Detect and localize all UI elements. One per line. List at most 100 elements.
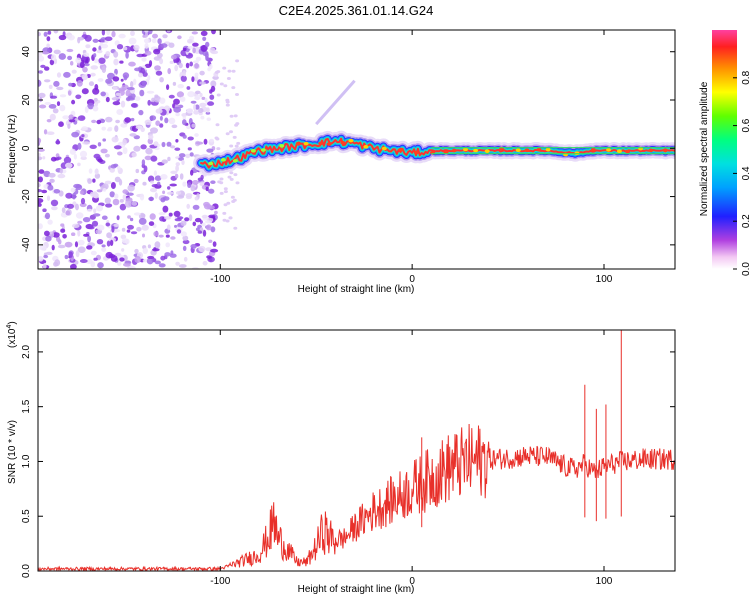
- noise-speck: [38, 189, 43, 193]
- noise-speck: [191, 123, 196, 128]
- noise-speck: [105, 96, 110, 103]
- noise-speck: [90, 250, 97, 256]
- snr-y-label: SNR (10 * v/v): [7, 420, 18, 484]
- noise-speck: [127, 184, 135, 192]
- noise-speck: [56, 101, 61, 106]
- y-tick-label: 40: [21, 46, 32, 58]
- noise-speck: [210, 226, 216, 233]
- x-tick-label: 0: [409, 274, 415, 285]
- noise-speck: [232, 135, 237, 139]
- noise-speck: [195, 94, 201, 101]
- noise-speck: [167, 156, 171, 162]
- noise-speck: [95, 229, 101, 234]
- noise-speck: [38, 183, 41, 188]
- noise-speck: [193, 104, 197, 111]
- noise-speck: [200, 115, 205, 120]
- noise-speck: [170, 250, 174, 256]
- noise-speck: [208, 188, 215, 194]
- noise-speck: [147, 175, 155, 183]
- noise-speck: [93, 153, 101, 159]
- y-tick-label: 0.0: [21, 564, 32, 578]
- noise-speck: [225, 219, 230, 223]
- ridge-hotspot: [398, 147, 404, 152]
- noise-speck: [235, 59, 240, 63]
- ridge-hotspot: [590, 148, 596, 152]
- noise-speck: [38, 152, 41, 157]
- noise-speck: [141, 213, 146, 218]
- noise-speck: [195, 56, 202, 62]
- noise-speck: [74, 241, 79, 248]
- noise-speck: [105, 222, 111, 227]
- noise-speck: [50, 199, 59, 207]
- noise-speck: [93, 208, 97, 214]
- noise-speck: [81, 88, 89, 95]
- noise-speck: [227, 175, 232, 179]
- noise-speck: [161, 159, 168, 164]
- noise-speck: [92, 87, 100, 95]
- noise-speck: [222, 211, 227, 215]
- noise-speck: [101, 215, 108, 220]
- noise-speck: [155, 108, 163, 114]
- noise-speck: [119, 60, 124, 64]
- ridge-hotspot: [515, 148, 521, 152]
- noise-speck: [39, 104, 47, 109]
- noise-speck: [117, 261, 122, 266]
- noise-speck: [206, 107, 210, 113]
- noise-speck: [123, 46, 128, 51]
- snr-spikes: [421, 330, 622, 528]
- noise-speck: [77, 115, 86, 121]
- noise-speck: [80, 156, 87, 160]
- noise-speck: [67, 90, 72, 96]
- noise-speck: [175, 261, 180, 266]
- noise-speck: [158, 234, 164, 238]
- noise-speck: [101, 126, 106, 131]
- y-tick-label: -20: [21, 189, 32, 204]
- noise-speck: [210, 180, 216, 184]
- noise-speck: [206, 148, 214, 153]
- noise-speck: [105, 78, 113, 84]
- noise-speck: [67, 55, 73, 61]
- noise-speck: [153, 170, 157, 176]
- noise-speck: [162, 205, 169, 213]
- noise-speck: [82, 66, 88, 73]
- noise-speck: [115, 92, 122, 97]
- noise-speck: [56, 138, 60, 145]
- noise-speck: [47, 184, 54, 191]
- noise-speck: [121, 238, 129, 244]
- noise-speck: [235, 181, 240, 185]
- noise-speck: [194, 63, 200, 69]
- noise-speck: [144, 30, 149, 33]
- noise-speck: [154, 260, 161, 265]
- noise-speck: [199, 92, 203, 98]
- spectrogram-x-label: Height of straight line (km): [298, 284, 415, 295]
- noise-speck: [118, 179, 123, 186]
- snr-y-ticks: 0.0 0.5 1.0 1.5 2.0: [21, 345, 675, 578]
- noise-speck: [58, 121, 64, 127]
- noise-speck: [46, 119, 52, 123]
- noise-speck: [123, 75, 128, 81]
- noise-speck: [71, 223, 80, 228]
- noise-speck: [204, 97, 208, 103]
- noise-speck: [97, 78, 104, 82]
- noise-speck: [125, 89, 132, 97]
- noise-speck: [206, 117, 212, 121]
- noise-speck: [219, 82, 224, 86]
- noise-speck: [107, 72, 115, 80]
- noise-speck: [38, 32, 41, 37]
- noise-speck: [180, 75, 187, 82]
- noise-speck: [60, 228, 66, 233]
- noise-speck: [105, 51, 111, 57]
- y-tick-label: 20: [21, 94, 32, 106]
- noise-speck: [158, 263, 166, 268]
- noise-speck: [85, 44, 91, 49]
- noise-speck: [105, 116, 113, 123]
- noise-speck: [79, 190, 84, 195]
- noise-speck: [204, 52, 209, 59]
- noise-speck: [194, 196, 199, 201]
- noise-speck: [173, 210, 181, 217]
- noise-speck: [79, 150, 88, 158]
- noise-speck: [219, 177, 224, 181]
- noise-speck: [192, 204, 200, 210]
- noise-speck: [48, 172, 56, 178]
- noise-speck: [53, 189, 61, 194]
